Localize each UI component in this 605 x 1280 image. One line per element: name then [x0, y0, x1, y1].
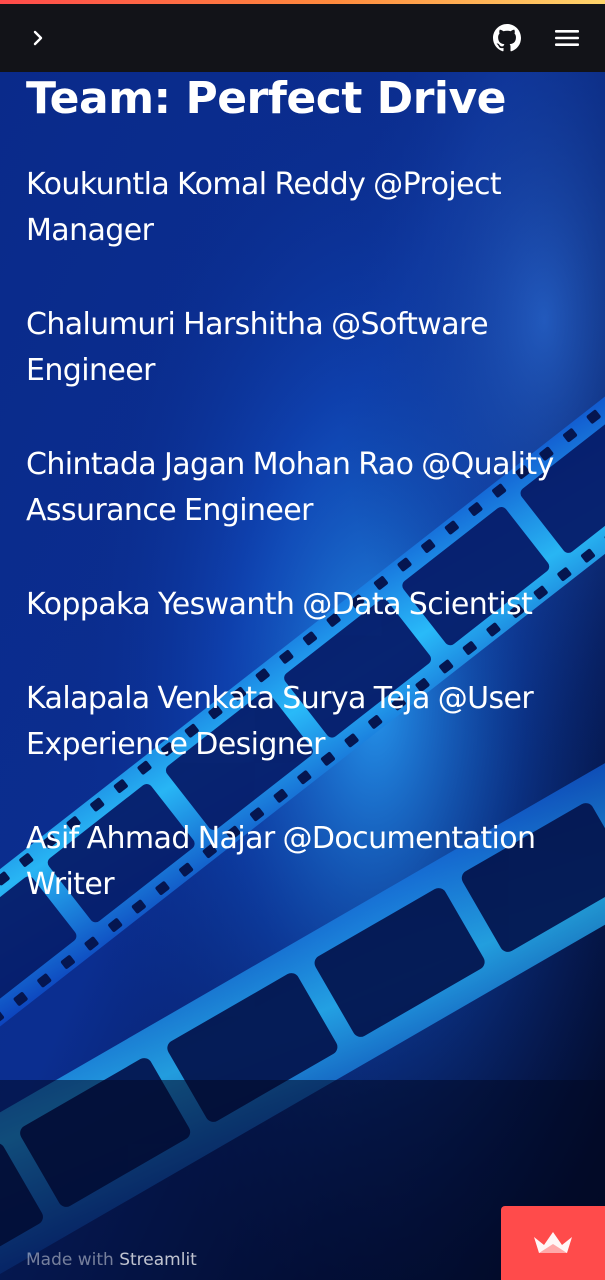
streamlit-app-badge-button[interactable] [501, 1206, 605, 1280]
page-title: Team: Perfect Drive [26, 73, 507, 124]
sidebar-toggle-button[interactable] [20, 20, 56, 56]
main-content: Team: Perfect Drive Koukuntla Komal Redd… [26, 68, 581, 956]
team-member-item: Kalapala Venkata Surya Teja @User Experi… [26, 681, 534, 762]
team-member-item: Asif Ahmad Najar @Documentation Writer [26, 821, 536, 902]
main-menu-button[interactable] [549, 20, 585, 56]
team-member-item: Koppaka Yeswanth @Data Scientist [26, 587, 533, 622]
github-button[interactable] [489, 20, 525, 56]
github-icon [493, 24, 521, 52]
crown-icon [534, 1232, 572, 1253]
footer: Made with Streamlit [26, 1250, 197, 1270]
top-accent-bar [0, 0, 605, 4]
team-member-item: Chalumuri Harshitha @Software Engineer [26, 307, 489, 388]
hamburger-menu-icon [555, 30, 579, 46]
footer-prefix: Made with [26, 1250, 114, 1270]
team-member-item: Chintada Jagan Mohan Rao @Quality Assura… [26, 447, 554, 528]
streamlit-link[interactable]: Streamlit [119, 1250, 197, 1270]
team-member-list: Koukuntla Komal Reddy @Project Manager C… [26, 162, 581, 908]
team-member-item: Koukuntla Komal Reddy @Project Manager [26, 167, 502, 248]
app-header [0, 4, 605, 72]
chevron-right-icon [33, 30, 43, 46]
